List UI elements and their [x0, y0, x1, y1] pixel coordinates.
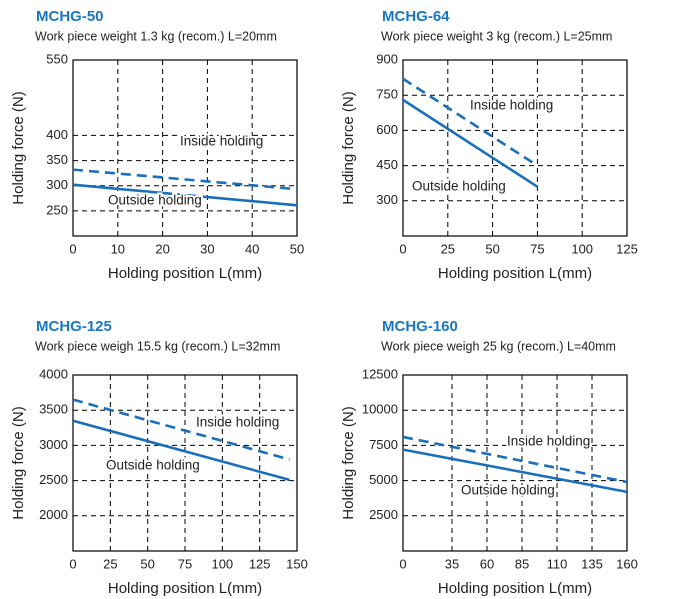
x-tick-label: 50	[485, 241, 499, 256]
x-tick-label: 160	[616, 556, 638, 571]
x-tick-label: 110	[547, 556, 568, 571]
series-label: Inside holding	[180, 134, 263, 149]
y-axis-label: Holding force (N)	[340, 406, 357, 519]
y-tick-label: 10000	[362, 402, 398, 417]
x-tick-label: 25	[103, 556, 117, 571]
x-axis-label: Holding position L(mm)	[438, 580, 592, 597]
x-tick-label: 40	[245, 241, 259, 256]
chart-subtitle: Work piece weight 1.3 kg (recom.) L=20mm	[35, 29, 277, 43]
y-tick-label: 2500	[369, 507, 398, 522]
series-line	[72, 419, 290, 482]
y-tick-label: 5000	[369, 472, 398, 487]
chart-title: MCHG-64	[382, 8, 450, 25]
series-line	[72, 168, 298, 191]
x-tick-label: 100	[211, 556, 233, 571]
chart-subtitle: Work piece weigh 15.5 kg (recom.) L=32mm	[35, 339, 280, 353]
x-tick-label: 0	[399, 556, 406, 571]
plot-frame	[402, 59, 628, 237]
series-line	[402, 448, 628, 494]
x-tick-label: 20	[155, 241, 169, 256]
x-tick-label: 0	[69, 241, 76, 256]
x-tick-label: 75	[530, 241, 544, 256]
x-tick-label: 25	[441, 241, 455, 256]
y-axis-label: Holding force (N)	[10, 406, 27, 519]
chart-title: MCHG-50	[36, 8, 104, 25]
y-tick-label: 600	[376, 122, 398, 137]
x-axis-label: Holding position L(mm)	[108, 580, 262, 597]
series-line	[402, 77, 539, 167]
series-label: Outside holding	[108, 193, 202, 208]
x-tick-label: 75	[178, 556, 192, 571]
y-tick-label: 400	[46, 127, 68, 142]
plot-frame	[72, 59, 298, 237]
y-tick-label: 750	[376, 87, 398, 102]
y-tick-label: 350	[46, 152, 68, 167]
y-tick-label: 2500	[39, 472, 68, 487]
chart-title: MCHG-125	[36, 318, 112, 335]
y-tick-label: 3000	[39, 437, 68, 452]
x-tick-label: 125	[249, 556, 271, 571]
x-tick-label: 125	[616, 241, 638, 256]
series-label: Outside holding	[412, 179, 506, 194]
series-label: Inside holding	[196, 415, 279, 430]
y-axis-label: Holding force (N)	[340, 91, 357, 204]
y-tick-label: 12500	[362, 366, 398, 381]
y-tick-label: 4000	[39, 366, 68, 381]
y-tick-label: 3500	[39, 402, 68, 417]
x-tick-label: 0	[399, 241, 406, 256]
y-tick-label: 900	[376, 51, 398, 66]
x-tick-label: 100	[571, 241, 593, 256]
x-tick-label: 150	[286, 556, 308, 571]
series-label: Inside holding	[507, 434, 590, 449]
chart-subtitle: Work piece weight 3 kg (recom.) L=25mm	[381, 29, 612, 43]
x-tick-label: 135	[581, 556, 603, 571]
series-line	[402, 98, 539, 188]
series-line	[72, 398, 290, 461]
chart-title: MCHG-160	[382, 318, 458, 335]
x-tick-label: 0	[69, 556, 76, 571]
plot-frame	[72, 374, 298, 552]
x-tick-label: 60	[480, 556, 494, 571]
series-label: Outside holding	[461, 483, 555, 498]
x-axis-label: Holding position L(mm)	[438, 265, 592, 282]
series-line	[402, 435, 628, 484]
plot-frame	[402, 374, 628, 552]
y-tick-label: 300	[376, 192, 398, 207]
y-tick-label: 2000	[39, 507, 68, 522]
y-tick-label: 250	[46, 202, 68, 217]
x-tick-label: 85	[515, 556, 529, 571]
x-tick-label: 30	[200, 241, 214, 256]
y-tick-label: 7500	[369, 437, 398, 452]
y-axis-label: Holding force (N)	[10, 91, 27, 204]
x-tick-label: 35	[445, 556, 459, 571]
series-label: Outside holding	[106, 458, 200, 473]
chart-subtitle: Work piece weigh 25 kg (recom.) L=40mm	[381, 339, 616, 353]
x-tick-label: 50	[290, 241, 304, 256]
series-line	[72, 183, 298, 207]
x-tick-label: 50	[140, 556, 154, 571]
x-tick-label: 10	[111, 241, 125, 256]
y-tick-label: 450	[376, 157, 398, 172]
series-label: Inside holding	[470, 98, 553, 113]
x-axis-label: Holding position L(mm)	[108, 265, 262, 282]
y-tick-label: 300	[46, 177, 68, 192]
y-tick-label: 550	[46, 51, 68, 66]
